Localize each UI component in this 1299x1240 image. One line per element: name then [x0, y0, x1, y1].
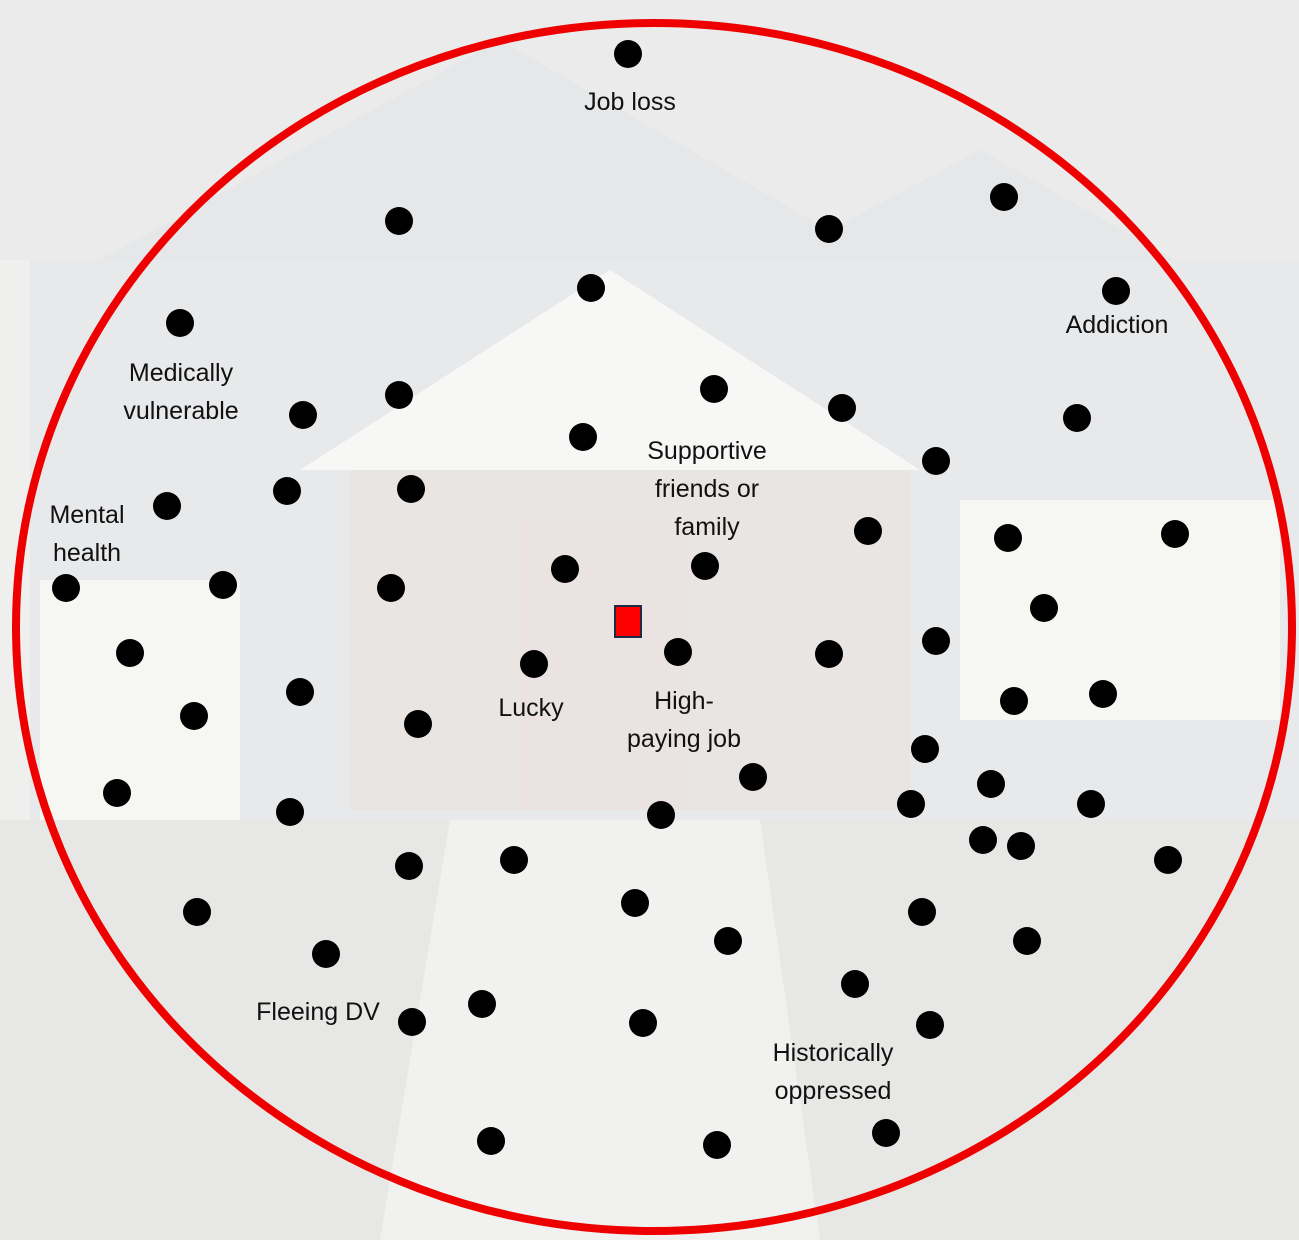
label: Medically	[129, 359, 234, 387]
dot	[916, 1011, 944, 1039]
dot	[828, 394, 856, 422]
dot	[969, 826, 997, 854]
dot	[621, 889, 649, 917]
label: Fleeing DV	[256, 998, 380, 1026]
dot	[1161, 520, 1189, 548]
dot	[569, 423, 597, 451]
label: Job loss	[584, 88, 676, 116]
dot	[52, 574, 80, 602]
dot	[377, 574, 405, 602]
dot	[273, 477, 301, 505]
dot	[1154, 846, 1182, 874]
dot	[841, 970, 869, 998]
dot	[1013, 927, 1041, 955]
dot	[1077, 790, 1105, 818]
dot	[103, 779, 131, 807]
label: friends or	[655, 475, 759, 503]
dot	[286, 678, 314, 706]
dot	[404, 710, 432, 738]
dot	[1000, 687, 1028, 715]
dot	[1030, 594, 1058, 622]
dot	[395, 852, 423, 880]
label: Historically	[773, 1039, 894, 1067]
dot	[703, 1131, 731, 1159]
label: health	[53, 539, 121, 567]
dot	[897, 790, 925, 818]
label: Addiction	[1066, 311, 1169, 339]
dot	[700, 375, 728, 403]
dot	[153, 492, 181, 520]
dot	[714, 927, 742, 955]
dot	[1063, 404, 1091, 432]
dot	[994, 524, 1022, 552]
label: Mental	[49, 501, 124, 529]
dot	[385, 207, 413, 235]
dot	[815, 215, 843, 243]
dot	[166, 309, 194, 337]
label: High-	[654, 687, 714, 715]
dot	[629, 1009, 657, 1037]
dot	[577, 274, 605, 302]
dot	[276, 798, 304, 826]
dot	[647, 801, 675, 829]
dot	[691, 552, 719, 580]
dot	[922, 447, 950, 475]
dot	[614, 40, 642, 68]
dot	[872, 1119, 900, 1147]
dot	[922, 627, 950, 655]
dot	[854, 517, 882, 545]
dot	[977, 770, 1005, 798]
label: paying job	[627, 725, 741, 753]
dot	[908, 898, 936, 926]
dot	[739, 763, 767, 791]
dot	[1089, 680, 1117, 708]
dot	[397, 475, 425, 503]
dot	[815, 640, 843, 668]
label: Lucky	[498, 694, 564, 722]
dot	[520, 650, 548, 678]
dot	[468, 990, 496, 1018]
dot	[1007, 832, 1035, 860]
dot	[289, 401, 317, 429]
label: vulnerable	[123, 397, 238, 425]
label: Supportive	[647, 437, 767, 465]
dot	[116, 639, 144, 667]
dot	[911, 735, 939, 763]
dot	[312, 940, 340, 968]
dot	[183, 898, 211, 926]
dot	[477, 1127, 505, 1155]
dot	[398, 1008, 426, 1036]
dot	[180, 702, 208, 730]
dot	[551, 555, 579, 583]
dot	[500, 846, 528, 874]
label: oppressed	[775, 1077, 892, 1105]
dot	[664, 638, 692, 666]
label: family	[674, 513, 740, 541]
dot	[990, 183, 1018, 211]
dot	[1102, 277, 1130, 305]
red-marker	[614, 605, 642, 638]
dot	[385, 381, 413, 409]
boundary-circle	[12, 19, 1296, 1235]
dot	[209, 571, 237, 599]
